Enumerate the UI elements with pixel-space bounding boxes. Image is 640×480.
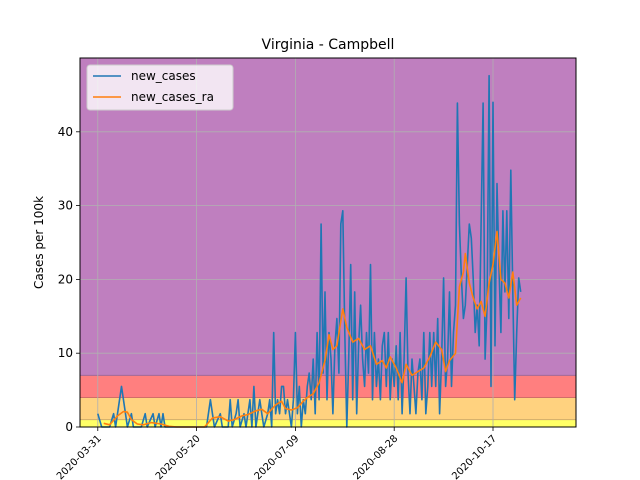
band-0 xyxy=(80,419,576,427)
plot-frame xyxy=(79,57,577,428)
band-1 xyxy=(80,397,576,420)
y-tick-label-0: 0 xyxy=(65,420,73,434)
y-tick-label-3: 30 xyxy=(58,199,73,213)
y-axis-label: Cases per 100k xyxy=(32,196,46,289)
series-line-new_cases xyxy=(97,74,522,428)
series-lines xyxy=(97,74,522,428)
y-tick-label-4: 40 xyxy=(58,125,73,139)
legend-box xyxy=(86,64,234,111)
chart-title: Virginia - Campbell xyxy=(262,37,395,53)
legend-label-new_cases: new_cases xyxy=(131,69,196,83)
series-line-new_cases_ra xyxy=(103,230,522,428)
y-tick-label-1: 10 xyxy=(58,346,73,360)
legend: new_cases new_cases_ra xyxy=(86,64,234,111)
y-axis: 0 10 20 30 40 xyxy=(58,125,80,434)
y-tick-label-2: 20 xyxy=(58,272,73,286)
legend-label-new_cases_ra: new_cases_ra xyxy=(131,90,214,104)
